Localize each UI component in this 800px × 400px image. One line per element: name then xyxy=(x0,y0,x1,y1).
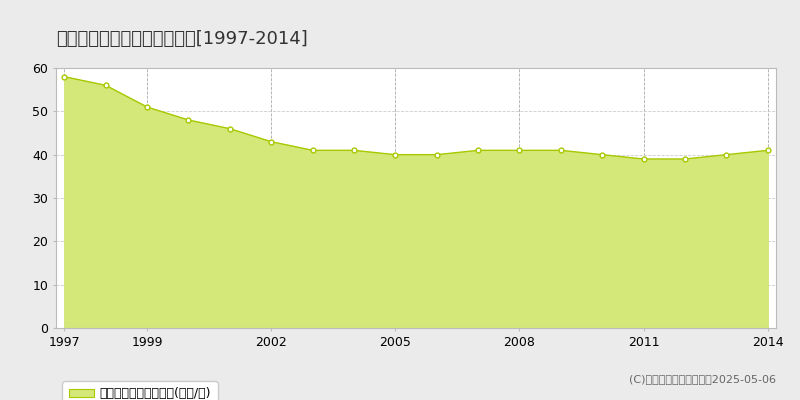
Text: 知立市新地町　基準地価推移[1997-2014]: 知立市新地町 基準地価推移[1997-2014] xyxy=(56,30,308,48)
Text: (C)土地価格ドットコム　2025-05-06: (C)土地価格ドットコム 2025-05-06 xyxy=(629,374,776,384)
Legend: 基準地価　平均坪単価(万円/坪): 基準地価 平均坪単価(万円/坪) xyxy=(62,381,218,400)
